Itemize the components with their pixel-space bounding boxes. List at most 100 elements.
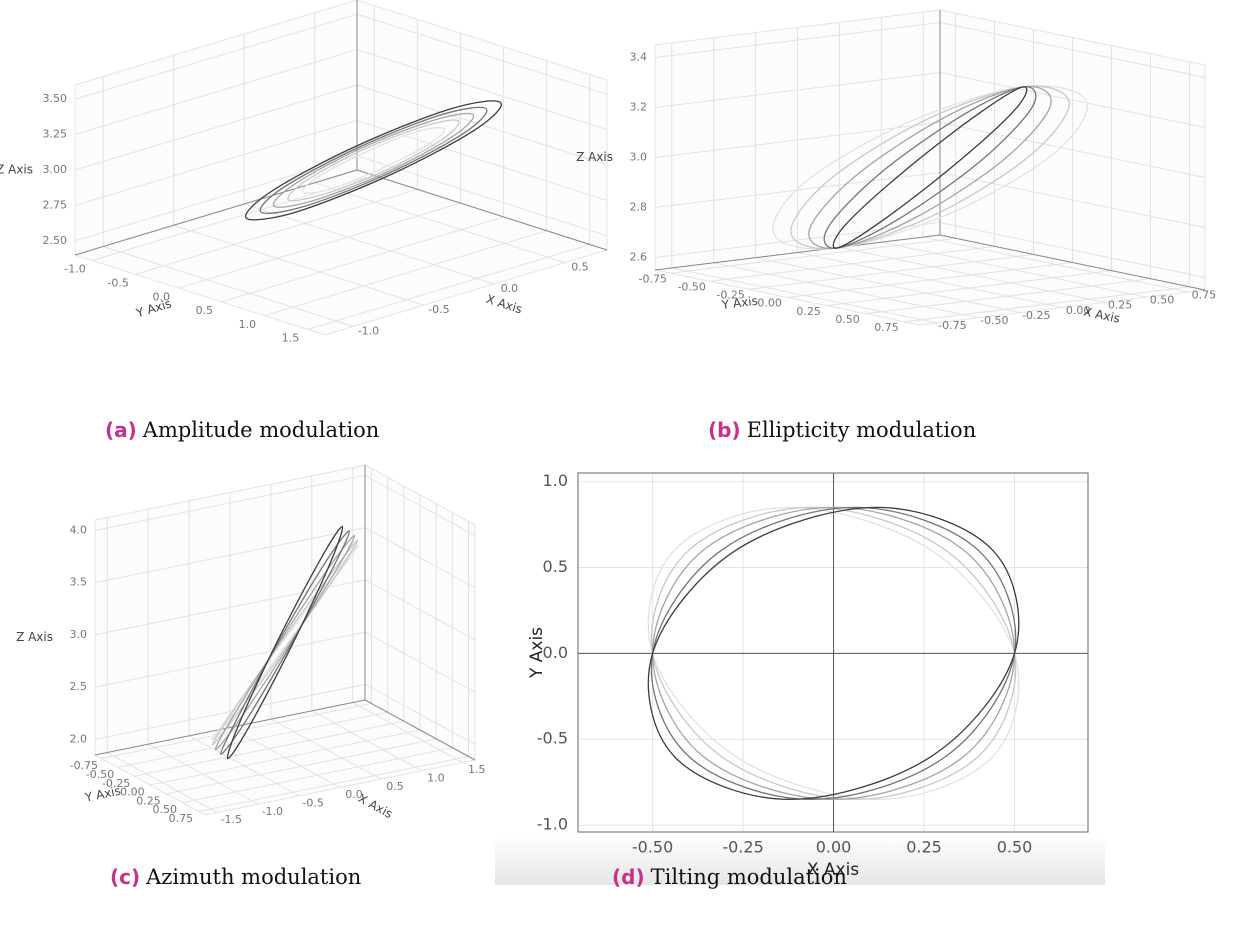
grid-line	[787, 262, 1073, 298]
grid-line	[74, 13, 358, 100]
grid-line	[264, 230, 547, 317]
x-tick-label: -0.5	[428, 303, 449, 316]
x-tick-label: 0.00	[1066, 304, 1091, 317]
panel-caption: Amplitude modulation	[142, 418, 380, 442]
curve	[287, 119, 460, 202]
x-tick-label: -1.0	[261, 805, 282, 818]
x-axis-label: X Axis	[807, 860, 859, 880]
window-shade	[495, 835, 1105, 885]
x-tick-label: 0.25	[906, 838, 942, 857]
z-axis-label: Z Axis	[16, 630, 53, 644]
y-tick-label: 0.00	[120, 786, 145, 799]
z-axis-label: Z Axis	[576, 150, 613, 164]
panel-caption: Azimuth modulation	[145, 865, 361, 889]
grid-line	[364, 475, 476, 536]
z-axis-label: Z Axis	[0, 163, 33, 177]
x-tick-label: -0.5	[302, 796, 323, 809]
x-tick-label: 0.5	[386, 780, 404, 793]
grid-line	[364, 527, 476, 589]
y-tick-label: -0.5	[107, 277, 128, 290]
y-tick-label: -1.0	[537, 815, 568, 834]
grid-line	[670, 237, 956, 274]
pane-edge	[74, 169, 358, 256]
panel-label: (c)	[110, 865, 140, 889]
grid-line	[94, 631, 366, 688]
panel-caption: Ellipticity modulation	[747, 418, 977, 442]
panel-caption: Tilting modulation	[651, 865, 847, 889]
z-tick-label: 2.8	[630, 201, 648, 214]
y-tick-label: -0.25	[716, 289, 744, 302]
pane-edge	[356, 169, 608, 251]
x-tick-label: 0.75	[1192, 288, 1217, 301]
grid-line	[939, 72, 1206, 128]
x-tick-label: -1.0	[358, 324, 379, 337]
curve	[214, 534, 356, 751]
curve	[226, 525, 344, 760]
grid-line	[94, 474, 366, 531]
grid-line	[826, 270, 1112, 307]
grid-line	[939, 172, 1206, 228]
grid-line	[356, 119, 608, 201]
grid-line	[94, 527, 366, 584]
y-tick-label: 0.0	[543, 643, 568, 662]
grid-line	[133, 720, 404, 777]
grid-line	[221, 216, 504, 303]
y-tick-label: 0.5	[196, 304, 214, 317]
x-tick-label: 1.0	[427, 771, 445, 784]
z-tick-label: 2.5	[70, 680, 88, 693]
y-tick-label: -1.0	[64, 263, 85, 276]
pane-edge	[94, 699, 366, 756]
grid-line	[74, 119, 358, 206]
x-axis-label: X Axis	[356, 791, 395, 821]
plot-area	[578, 473, 1088, 832]
z-tick-label: 3.25	[43, 128, 68, 141]
grid-line	[939, 122, 1206, 178]
y-tick-label: 0.75	[169, 812, 194, 825]
panel-label: (b)	[708, 418, 741, 442]
grid-line	[94, 683, 366, 740]
y-tick-label: 0.75	[874, 321, 899, 334]
y-axis-label: Y Axis	[720, 294, 758, 312]
panel-label: (d)	[612, 865, 645, 889]
y-tick-label: -0.50	[677, 281, 705, 294]
y-tick-label: -0.5	[537, 729, 568, 748]
y-tick-label: -0.50	[86, 768, 114, 781]
grid-line	[74, 84, 358, 171]
x-tick-label: 0.50	[1150, 293, 1175, 306]
pane-edge	[939, 234, 1206, 291]
grid-line	[244, 203, 495, 285]
x-tick-label: 0.5	[571, 261, 589, 274]
z-tick-label: 3.50	[43, 92, 68, 105]
grid-line	[709, 245, 995, 282]
z-tick-label: 2.6	[630, 251, 648, 264]
z-tick-label: 3.4	[630, 51, 648, 64]
x-tick-label: -1.5	[221, 813, 242, 826]
y-tick-label: 0.0	[152, 290, 170, 303]
x-tick-label: -0.75	[938, 319, 966, 332]
z-tick-label: 3.0	[70, 628, 88, 641]
z-tick-label: 3.2	[630, 101, 648, 114]
x-tick-label: -0.25	[1022, 309, 1050, 322]
grid-line	[364, 579, 476, 641]
curve	[244, 100, 503, 221]
y-tick-label: 1.5	[282, 332, 300, 345]
x-tick-label: -0.50	[632, 838, 673, 857]
grid-line	[117, 711, 388, 768]
grid-line	[939, 22, 1206, 78]
y-tick-label: 0.25	[796, 305, 821, 318]
grid-line	[654, 72, 941, 108]
curve	[647, 506, 1020, 801]
grid-line	[307, 244, 590, 330]
grid-line	[654, 122, 941, 158]
grid-line	[178, 202, 461, 289]
curve	[832, 86, 1028, 249]
z-tick-label: 2.0	[70, 732, 88, 745]
grid-line	[166, 738, 437, 795]
plot-frame	[577, 472, 1089, 833]
grid-line	[748, 253, 1034, 290]
panel-label: (a)	[105, 418, 137, 442]
grid-line	[654, 172, 941, 208]
grid-line	[356, 13, 608, 95]
grid-line	[364, 631, 476, 693]
y-tick-label: -0.25	[102, 777, 130, 790]
